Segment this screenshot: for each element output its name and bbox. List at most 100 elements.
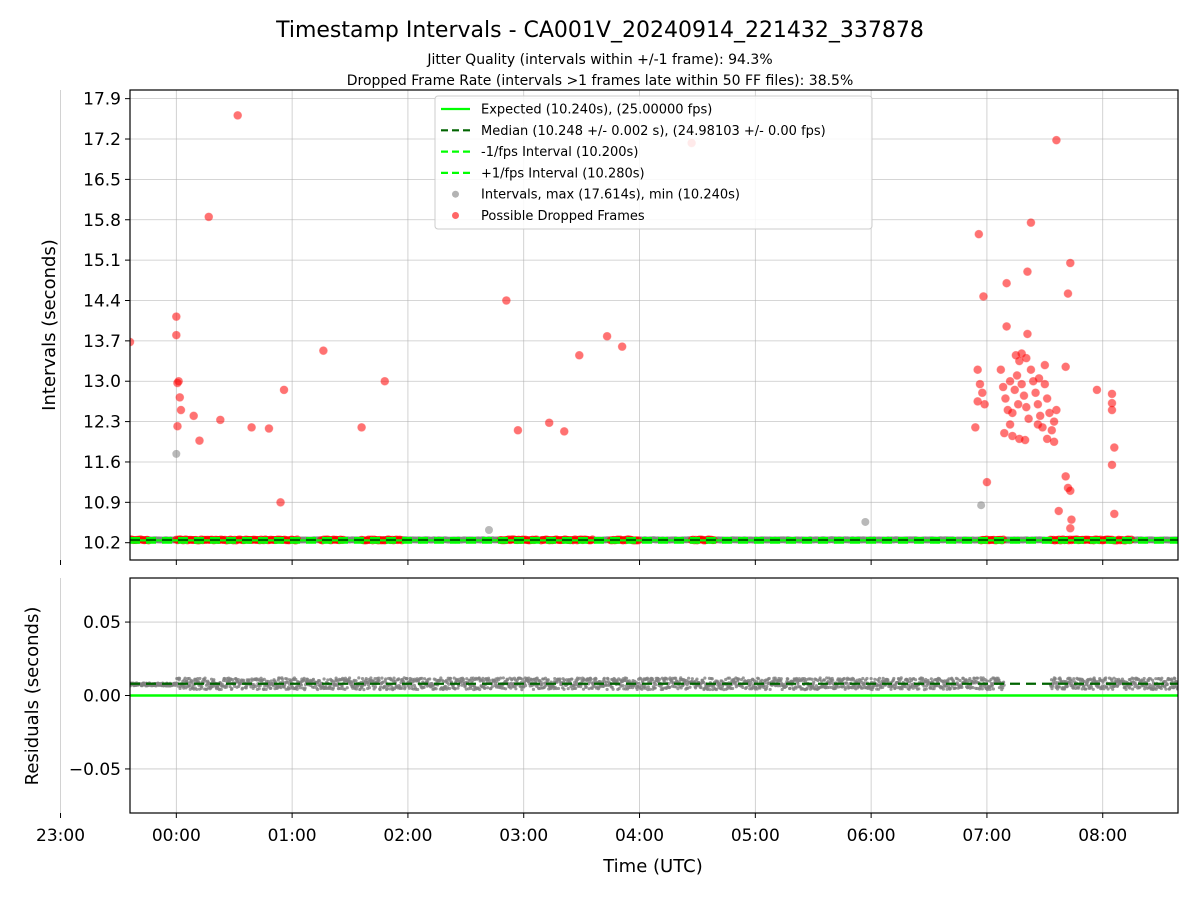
residual-point bbox=[948, 687, 952, 691]
legend-label: Possible Dropped Frames bbox=[481, 209, 645, 224]
dropped-frame-point bbox=[175, 392, 185, 402]
residual-point bbox=[755, 680, 759, 684]
dropped-frame-point bbox=[1026, 218, 1036, 228]
residual-point bbox=[47, 679, 50, 682]
top-y-axis-label: Intervals (seconds) bbox=[39, 239, 60, 411]
residual-point bbox=[125, 682, 128, 685]
residual-point bbox=[177, 676, 182, 680]
dropped-frame-point bbox=[544, 418, 554, 428]
dropped-frame-point bbox=[41, 535, 49, 543]
dropped-frame-point bbox=[1013, 399, 1023, 409]
dropped-frame-point bbox=[30, 536, 38, 544]
residual-point bbox=[111, 682, 114, 685]
residual-point bbox=[17, 683, 20, 686]
legend-box bbox=[434, 95, 873, 230]
residual-point bbox=[780, 687, 784, 692]
residual-point bbox=[117, 683, 120, 686]
residual-point bbox=[203, 676, 207, 680]
residual-point bbox=[985, 679, 989, 683]
residual-point bbox=[311, 677, 316, 681]
residual-point bbox=[77, 684, 80, 687]
residual-point bbox=[86, 682, 89, 685]
residual-point bbox=[45, 683, 48, 686]
residual-point bbox=[578, 676, 582, 680]
dropped-frame-point bbox=[617, 342, 627, 352]
residual-point bbox=[278, 676, 282, 680]
residual-point bbox=[1057, 685, 1062, 689]
interval-point bbox=[172, 449, 181, 458]
residual-point bbox=[727, 676, 731, 680]
dropped-frame-point bbox=[999, 428, 1009, 438]
residual-point bbox=[74, 682, 77, 685]
residual-point bbox=[322, 677, 326, 681]
residual-point bbox=[448, 676, 453, 681]
residual-point bbox=[2, 682, 5, 685]
top-plot-area bbox=[30, 110, 1178, 545]
dropped-frame-point bbox=[1109, 509, 1119, 519]
residual-point bbox=[988, 687, 992, 691]
residual-point bbox=[8, 682, 11, 685]
residual-point bbox=[960, 685, 964, 689]
x-tick-label: 05:00 bbox=[731, 826, 780, 846]
residual-point bbox=[893, 686, 897, 690]
residual-point bbox=[598, 679, 602, 684]
residual-point bbox=[556, 686, 561, 691]
residual-point bbox=[674, 676, 678, 680]
residual-point bbox=[122, 684, 125, 687]
dropped-frame-point bbox=[171, 330, 181, 340]
residual-point bbox=[1, 681, 4, 684]
residual-point bbox=[74, 682, 77, 685]
dropped-frame-point bbox=[1061, 471, 1071, 481]
residual-point bbox=[1104, 676, 1108, 680]
residual-point bbox=[71, 683, 74, 686]
residual-point bbox=[195, 687, 199, 692]
residual-point bbox=[94, 682, 97, 685]
residual-point bbox=[188, 683, 192, 688]
x-tick-label: 03:00 bbox=[499, 826, 548, 846]
dropped-frame-point bbox=[35, 535, 43, 543]
dropped-frame-point bbox=[574, 350, 584, 360]
residual-point bbox=[589, 677, 593, 682]
residual-point bbox=[635, 687, 639, 691]
residual-point bbox=[364, 677, 368, 681]
residual-point bbox=[688, 685, 692, 689]
residual-point bbox=[9, 683, 12, 686]
dropped-frame-point bbox=[1008, 408, 1017, 418]
residual-point bbox=[50, 682, 53, 685]
residual-point bbox=[779, 677, 783, 681]
residual-point bbox=[514, 687, 518, 691]
residual-point bbox=[876, 687, 881, 691]
residual-point bbox=[69, 684, 72, 687]
residual-point bbox=[16, 683, 19, 686]
residual-point bbox=[714, 687, 719, 692]
residual-point bbox=[900, 687, 904, 691]
residual-point bbox=[7, 684, 10, 687]
residual-point bbox=[0, 683, 2, 686]
residual-point bbox=[456, 686, 460, 690]
residual-point bbox=[47, 682, 50, 685]
residual-point bbox=[317, 679, 322, 683]
dropped-frame-point bbox=[1028, 376, 1038, 386]
dropped-frame-point bbox=[1049, 437, 1059, 447]
residual-point bbox=[453, 687, 457, 691]
residual-point bbox=[120, 683, 123, 686]
residual-point bbox=[14, 682, 17, 685]
dropped-frame-point bbox=[559, 426, 569, 436]
top-y-tick-label: 10.2 bbox=[83, 534, 121, 554]
dropped-frame-point bbox=[130, 337, 135, 347]
residual-point bbox=[763, 681, 767, 685]
residual-point bbox=[741, 685, 745, 690]
dropped-frame-point bbox=[973, 397, 983, 406]
residual-point bbox=[899, 676, 903, 680]
residual-point bbox=[768, 687, 772, 692]
figure-subtitle-2: Dropped Frame Rate (intervals >1 frames … bbox=[347, 73, 854, 89]
residual-point bbox=[70, 683, 73, 686]
dropped-frame-point bbox=[50, 536, 58, 544]
legend: Expected (10.240s), (25.00000 fps) Median… bbox=[434, 95, 873, 230]
dropped-frame-point bbox=[974, 229, 984, 239]
residual-point bbox=[105, 682, 108, 685]
top-y-tick-label: 14.4 bbox=[83, 291, 121, 311]
residual-point bbox=[1080, 687, 1084, 691]
residual-point bbox=[594, 677, 598, 681]
residual-point bbox=[212, 678, 216, 682]
